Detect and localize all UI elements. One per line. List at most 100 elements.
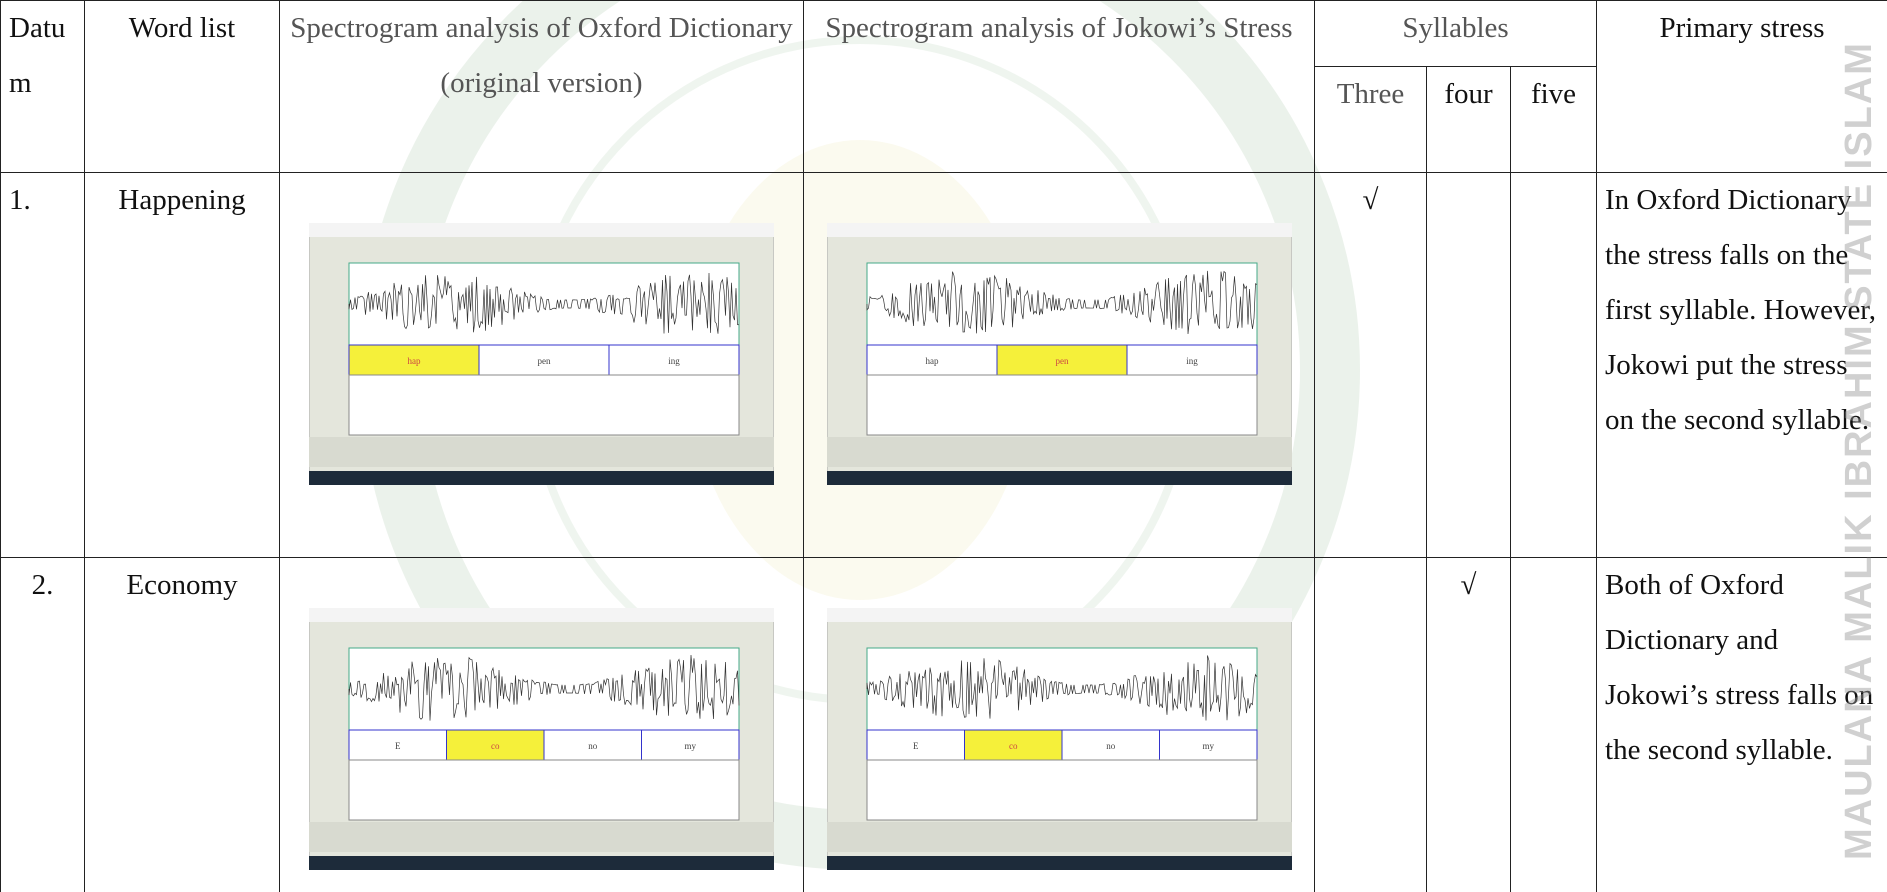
table-cell: hap pen ing <box>279 172 804 558</box>
tier-2 <box>866 374 1257 436</box>
spectrogram: hap pen ing <box>826 223 1292 485</box>
check-mark: √ <box>1362 184 1379 216</box>
table-cell <box>1509 172 1598 558</box>
table-cell <box>1509 557 1598 892</box>
table-body: 1. Happening hap pen ing hap pen ing √ In Oxford … <box>0 172 1887 892</box>
syllable-box <box>963 729 1062 761</box>
syllable-label: my <box>1202 741 1214 751</box>
table-cell: Both of Oxford Dictionary and Jokowi’s s… <box>1596 557 1887 892</box>
primary-stress-text: Both of Oxford Dictionary and Jokowi’s s… <box>1605 569 1874 766</box>
table-cell: Happening <box>84 172 280 558</box>
waveform <box>348 272 740 334</box>
header-text: Three <box>1336 78 1405 110</box>
row-number: 1. <box>9 184 31 216</box>
tier-2 <box>348 374 740 436</box>
title-bar <box>826 223 1292 237</box>
header-cell: Spectrogram analysis of Jokowi’s Stress <box>803 0 1315 173</box>
syllable-label: co <box>491 741 500 751</box>
header-cell: four <box>1426 66 1511 173</box>
syllable-box <box>446 729 545 761</box>
status-bar <box>826 822 1292 852</box>
syllable-label: pen <box>538 356 551 366</box>
taskbar <box>826 471 1292 485</box>
header-text: Syllables <box>1402 12 1509 44</box>
table-cell: In Oxford Dictionary the stress falls on… <box>1596 172 1887 558</box>
header-cell: Syllables <box>1313 0 1598 67</box>
taskbar <box>826 856 1292 870</box>
syllable-box <box>1158 729 1257 761</box>
tier-2 <box>348 759 740 821</box>
table-cell: √ <box>1314 172 1427 558</box>
table-cell <box>1314 557 1427 892</box>
status-bar <box>826 437 1292 467</box>
waveform <box>866 270 1257 334</box>
word: Economy <box>126 569 238 601</box>
header-cell: five <box>1509 66 1598 173</box>
wave-area <box>866 262 1257 346</box>
table-cell: Economy <box>84 557 280 892</box>
status-bar <box>309 437 774 467</box>
header-text: Datum <box>9 12 66 99</box>
title-bar <box>826 608 1292 622</box>
row-number: 2. <box>31 569 54 601</box>
title-bar <box>309 223 774 237</box>
syllable-label: E <box>395 741 401 751</box>
header-cell: Primary stress <box>1596 0 1887 173</box>
table-cell: 1. <box>0 172 85 558</box>
table-row: 1. Happening hap pen ing hap pen ing √ In Oxford … <box>0 172 1887 558</box>
syllable-box <box>641 729 740 761</box>
spectrogram: hap pen ing <box>309 223 774 485</box>
syllable-box <box>608 344 740 376</box>
primary-stress-text: In Oxford Dictionary the stress falls on… <box>1605 184 1877 436</box>
syllable-label: hap <box>925 356 938 366</box>
header-cell: Spectrogram analysis of Oxford Dictionar… <box>279 0 804 173</box>
syllable-label: no <box>1106 741 1116 751</box>
header-text: four <box>1444 78 1493 110</box>
word: Happening <box>118 184 246 216</box>
check-mark: √ <box>1460 569 1477 601</box>
waveform <box>866 655 1257 721</box>
tier-2 <box>866 759 1257 821</box>
syllable-box <box>996 344 1127 376</box>
syllable-box <box>348 729 447 761</box>
wave-area <box>348 647 740 731</box>
header-text: five <box>1530 78 1577 110</box>
table-cell <box>1426 172 1511 558</box>
header-text: Word list <box>128 12 236 44</box>
status-bar <box>309 822 774 852</box>
title-bar <box>309 608 774 622</box>
table-cell: √ <box>1426 557 1511 892</box>
syllable-label: ing <box>1186 356 1198 366</box>
header-text: Primary stress <box>1659 12 1825 44</box>
syllable-label: co <box>1009 741 1018 751</box>
syllable-box <box>543 729 642 761</box>
syllable-label: E <box>913 741 919 751</box>
table-cell: hap pen ing <box>803 172 1315 558</box>
waveform <box>348 655 740 721</box>
table-cell: 2. <box>0 557 85 892</box>
taskbar <box>309 856 774 870</box>
syllable-label: pen <box>1055 356 1068 366</box>
syllable-label: my <box>684 741 696 751</box>
wave-area <box>348 262 740 346</box>
syllable-box <box>478 344 610 376</box>
syllable-label: hap <box>408 356 421 366</box>
syllable-box <box>1126 344 1257 376</box>
syllable-label: no <box>588 741 598 751</box>
header-cell: Word list <box>84 0 280 173</box>
header-text: Spectrogram analysis of Oxford Dictionar… <box>290 12 793 99</box>
syllable-label: ing <box>668 356 680 366</box>
header-cell: Datum <box>0 0 85 173</box>
watermark-text: MAULANA MALIK IBRAHIM STATE ISLAM <box>1838 41 1880 860</box>
header-cell: Three <box>1314 66 1427 173</box>
wave-area <box>866 647 1257 731</box>
taskbar <box>309 471 774 485</box>
header-text: Spectrogram analysis of Jokowi’s Stress <box>825 12 1293 44</box>
